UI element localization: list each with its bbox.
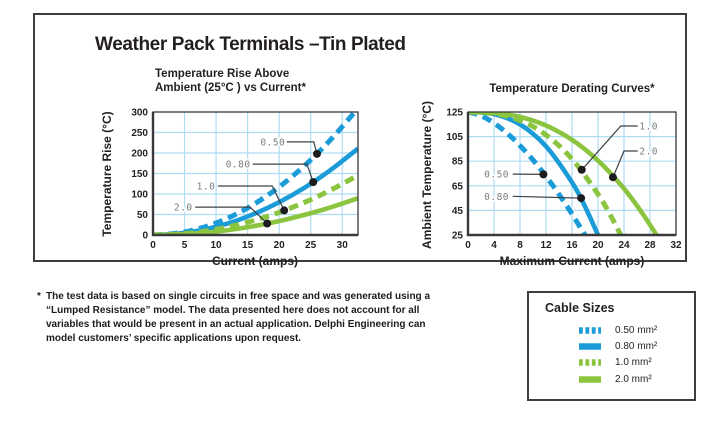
series-curve-1.0 [467, 111, 624, 236]
charts-panel: Weather Pack Terminals –Tin Plated Tempe… [33, 13, 687, 268]
legend-item-label: 1.0 mm² [615, 357, 652, 369]
callout-leader-0.80 [252, 163, 314, 183]
left-chart-title: Temperature Rise Above Ambient (25°C ) v… [155, 68, 306, 94]
y-tick-label: 300 [131, 108, 148, 119]
callout-leader-0.50 [286, 141, 318, 154]
x-tick-label: 12 [540, 240, 552, 251]
derating-chart: 0.50 0.80 1.0 2.0 25 45 65 85 105 125 0 4 8 12 16 20 24 2… [446, 108, 682, 252]
right-chart-y-axis-label: Ambient Temperature (°C) [420, 101, 434, 249]
callout-dot-2.0 [263, 219, 272, 228]
x-tick-label: 4 [491, 240, 497, 251]
callout-leader-2.0 [612, 150, 638, 178]
x-tick-label: 8 [517, 240, 523, 251]
callout-label-0.50: 0.50 [260, 137, 285, 148]
dashed-line-swatch-icon [579, 326, 601, 334]
x-tick-label: 28 [644, 240, 656, 251]
x-tick-label: 10 [211, 240, 223, 251]
x-tick-label: 30 [337, 240, 349, 251]
footnote-text: The test data is based on single circuit… [46, 291, 431, 344]
y-tick-label: 50 [137, 210, 149, 221]
legend-item-label: 2.0 mm² [615, 373, 652, 385]
callout-dot-0.80 [577, 194, 586, 203]
x-tick-label: 5 [182, 240, 188, 251]
y-tick-label: 65 [452, 181, 464, 192]
x-tick-label: 24 [618, 240, 630, 251]
axis-lines [466, 112, 676, 237]
callout-leader-2.0 [195, 206, 268, 224]
x-tick-label: 25 [305, 240, 317, 251]
callout-label-2.0: 2.0 [174, 203, 193, 214]
x-tick-label: 0 [150, 240, 156, 251]
callout-label-0.80: 0.80 [226, 160, 251, 171]
callout-dot-0.80 [309, 178, 318, 187]
x-tick-label: 32 [670, 240, 682, 251]
legend-item: 2.0 mm² [529, 371, 694, 387]
y-tick-label: 85 [452, 157, 464, 168]
callout-dot-0.50 [539, 170, 548, 179]
callout-dot-1.0 [280, 206, 289, 215]
solid-line-swatch-icon [579, 376, 601, 383]
x-tick-label: 16 [566, 240, 578, 251]
x-tick-label: 20 [274, 240, 286, 251]
y-tick-label: 105 [446, 132, 463, 143]
right-chart-title: Temperature Derating Curves* [489, 83, 655, 95]
y-tick-label: 250 [131, 128, 148, 139]
y-tick-label: 25 [452, 231, 464, 242]
temp-rise-chart: 0.50 0.80 1.0 2.0 0 50 100 150 200 250 300 0 5 10 15 20… [131, 108, 359, 251]
solid-line-swatch-icon [579, 343, 601, 350]
y-tick-label: 45 [452, 206, 464, 217]
callout-dot-2.0 [608, 173, 617, 182]
legend-item: 0.80 mm² [529, 338, 694, 354]
y-tick-label: 125 [446, 108, 463, 119]
cable-sizes-title: Cable Sizes [545, 301, 615, 315]
y-tick-label: 0 [142, 231, 148, 242]
cable-sizes-legend: Cable Sizes 0.50 mm² 0.80 mm² 1.0 mm² 2.0 m… [527, 291, 696, 401]
legend-item-label: 0.50 mm² [615, 324, 658, 336]
axis-lines [151, 112, 358, 237]
callout-label-2.0: 2.0 [639, 146, 658, 157]
callout-label-1.0: 1.0 [639, 122, 658, 133]
legend-item-label: 0.80 mm² [615, 341, 658, 353]
callout-dot-1.0 [577, 165, 586, 174]
dashed-line-swatch-icon [579, 359, 601, 367]
callout-label-0.50: 0.50 [484, 170, 509, 181]
legend-rows: 0.50 mm² 0.80 mm² 1.0 mm² 2.0 mm² [529, 322, 694, 388]
page-title: Weather Pack Terminals –Tin Plated [95, 34, 406, 55]
footnote: * The test data is based on single circu… [37, 290, 430, 346]
x-tick-label: 15 [242, 240, 254, 251]
series-curve-0.50 [467, 111, 588, 236]
y-tick-label: 100 [131, 190, 148, 201]
x-tick-label: 20 [592, 240, 604, 251]
right-chart-x-axis-label: Maximum Current (amps) [499, 254, 645, 268]
callout-label-0.80: 0.80 [484, 192, 509, 203]
left-chart-x-axis-label: Current (amps) [211, 254, 298, 268]
callout-leader-1.0 [218, 185, 285, 211]
footnote-marker: * [37, 291, 41, 302]
series-curve-0.80 [152, 146, 359, 236]
legend-item: 0.50 mm² [529, 322, 694, 338]
callout-leader-0.80 [512, 195, 582, 199]
left-chart-y-axis-label: Temperature Rise (°C) [100, 111, 114, 237]
callout-dot-0.50 [313, 149, 321, 158]
callout-label-1.0: 1.0 [197, 182, 216, 193]
series-curve-2.0 [467, 111, 659, 236]
x-tick-label: 0 [465, 240, 471, 251]
legend-item: 1.0 mm² [529, 355, 694, 371]
callout-leader-1.0 [581, 125, 638, 171]
y-tick-label: 150 [131, 169, 148, 180]
y-tick-label: 200 [131, 149, 148, 160]
